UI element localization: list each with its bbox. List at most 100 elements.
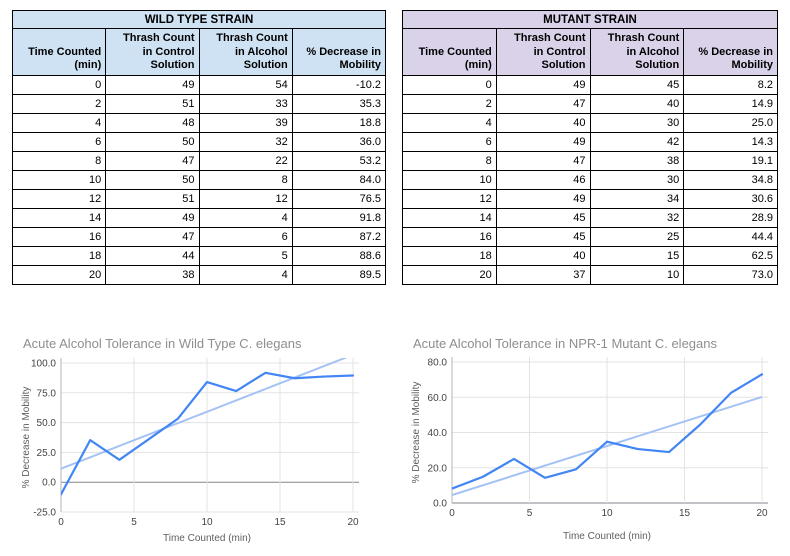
table-cell: 46 [495, 170, 591, 190]
table-row: 8 47 22 53.2 [11, 151, 387, 171]
column-header: Thrash Count in Alcohol Solution [198, 28, 293, 76]
column-header: Thrash Count in Control Solution [495, 28, 591, 76]
x-tick-label: 0 [58, 517, 64, 528]
table-cell: 48 [105, 113, 200, 133]
table-cell: 6 [198, 227, 293, 247]
table-cell: 20 [11, 265, 107, 285]
table-cell: 89.5 [291, 265, 387, 285]
x-tick-label: 5 [527, 508, 533, 519]
x-tick-label: 15 [679, 508, 691, 519]
table-cell: 37 [495, 265, 591, 285]
mutant-chart: 0.0 20.0 40.0 60.0 80.0 0 5 10 15 20 Acute Alcohol… [400, 333, 786, 556]
table-cell: -10.2 [291, 75, 387, 95]
table-row: 0 49 45 8.2 [402, 75, 778, 95]
column-header: % Decrease in Mobility [291, 28, 387, 76]
table-cell: 42 [589, 132, 685, 152]
table-cell: 18.8 [291, 113, 387, 133]
table-row: 12 49 34 30.6 [402, 189, 778, 209]
table-cell: 8 [402, 151, 497, 171]
table-cell: 91.8 [291, 208, 387, 228]
table-cell: 20 [402, 265, 497, 285]
table-cell: 14.9 [683, 94, 778, 114]
x-tick-label: 10 [201, 517, 213, 528]
table-cell: 12 [402, 189, 497, 209]
table-cell: 49 [495, 132, 591, 152]
table-cell: 40 [495, 113, 591, 133]
table-row: 2 51 33 35.3 [11, 94, 387, 114]
table-cell: 50 [105, 170, 200, 190]
table-cell: 10 [589, 265, 685, 285]
table-cell: 14.3 [683, 132, 778, 152]
x-axis-title: Time Counted (min) [163, 533, 251, 544]
table-cell: 15 [589, 246, 685, 266]
table-row: 20 37 10 73.0 [402, 265, 778, 285]
table-cell: 6 [11, 132, 107, 152]
table-row: 8 47 38 19.1 [402, 151, 778, 171]
table-cell: 14 [11, 208, 107, 228]
table-cell: 49 [105, 75, 200, 95]
column-header: Time Counted (min) [402, 28, 497, 76]
table-cell: 34 [589, 189, 685, 209]
table-cell: 49 [105, 208, 200, 228]
table-cell: 18 [11, 246, 107, 266]
table-cell: 4 [198, 208, 293, 228]
x-tick-label: 10 [601, 508, 613, 519]
chart-title: Acute Alcohol Tolerance in Wild Type C. … [23, 336, 302, 351]
y-tick-label: 75.0 [37, 388, 57, 399]
table-cell: 34.8 [683, 170, 778, 190]
table-cell: 12 [198, 189, 293, 209]
table-cell: 32 [198, 132, 293, 152]
table-cell: 8.2 [683, 75, 778, 95]
table-cell: 18 [402, 246, 497, 266]
y-axis-title: % Decrease in Mobility [21, 387, 32, 489]
table-cell: 53.2 [291, 151, 387, 171]
y-axis-title: % Decrease in Mobility [411, 382, 422, 484]
y-tick-label: -25.0 [33, 508, 56, 519]
table-row: 16 47 6 87.2 [11, 227, 387, 247]
chart-canvas: 0.0 20.0 40.0 60.0 80.0 0 5 10 15 20 Acute Alcohol… [411, 336, 768, 542]
y-tick-label: 0.0 [433, 499, 447, 510]
y-tick-label: 20.0 [428, 463, 448, 474]
table-cell: 73.0 [683, 265, 778, 285]
table-cell: 45 [495, 227, 591, 247]
table-cell: 76.5 [291, 189, 387, 209]
table-row: 0 49 54 -10.2 [11, 75, 387, 95]
x-tick-label: 20 [756, 508, 768, 519]
column-header: % Decrease in Mobility [683, 28, 778, 76]
table-cell: 25 [589, 227, 685, 247]
table-row: 12 51 12 76.5 [11, 189, 387, 209]
table-cell: 30 [589, 113, 685, 133]
table-cell: 19.1 [683, 151, 778, 171]
table-cell: 30.6 [683, 189, 778, 209]
table-cell: 38 [589, 151, 685, 171]
y-tick-label: 50.0 [37, 418, 57, 429]
table-cell: 84.0 [291, 170, 387, 190]
table-cell: 4 [402, 113, 497, 133]
data-series-line [452, 373, 764, 490]
table-cell: 22 [198, 151, 293, 171]
table-cell: 47 [495, 151, 591, 171]
table-cell: 44 [105, 246, 200, 266]
column-header: Thrash Count in Alcohol Solution [589, 28, 685, 76]
column-header: Thrash Count in Control Solution [105, 28, 200, 76]
y-tick-label: 40.0 [428, 428, 448, 439]
table-cell: 88.6 [291, 246, 387, 266]
table-cell: 6 [402, 132, 497, 152]
table-cell: 39 [198, 113, 293, 133]
y-tick-label: 80.0 [428, 358, 448, 369]
table-cell: 25.0 [683, 113, 778, 133]
table-cell: 62.5 [683, 246, 778, 266]
table-cell: 51 [105, 189, 200, 209]
table-cell: 54 [198, 75, 293, 95]
table-cell: 40 [589, 94, 685, 114]
x-tick-label: 15 [274, 517, 286, 528]
table-cell: 45 [495, 208, 591, 228]
table-cell: 49 [495, 75, 591, 95]
table-row: 10 50 8 84.0 [11, 170, 387, 190]
table-cell: 45 [589, 75, 685, 95]
trend-line [61, 358, 348, 470]
data-table: WILD TYPE STRAIN Time Counted (min) Thrash… [11, 10, 387, 285]
table-cell: 32 [589, 208, 685, 228]
y-tick-label: 100.0 [31, 359, 56, 370]
